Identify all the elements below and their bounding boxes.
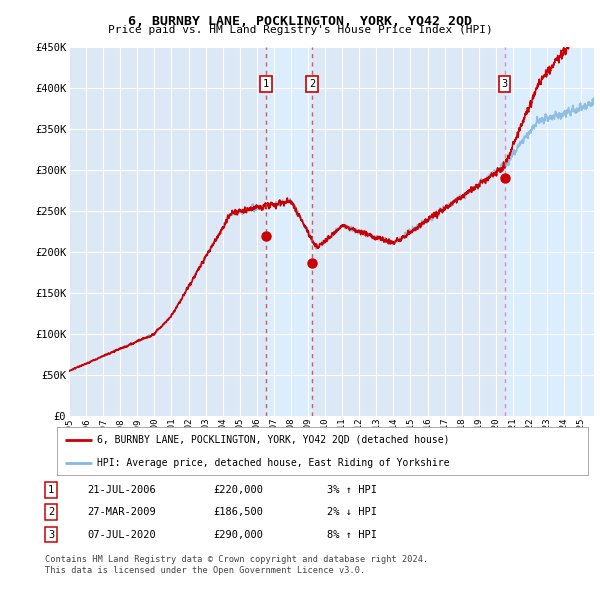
Text: 2% ↓ HPI: 2% ↓ HPI <box>327 507 377 517</box>
Text: Price paid vs. HM Land Registry's House Price Index (HPI): Price paid vs. HM Land Registry's House … <box>107 25 493 35</box>
Text: 27-MAR-2009: 27-MAR-2009 <box>87 507 156 517</box>
Text: 1: 1 <box>263 79 269 89</box>
Text: 07-JUL-2020: 07-JUL-2020 <box>87 530 156 539</box>
Text: 3% ↑ HPI: 3% ↑ HPI <box>327 485 377 494</box>
Text: £186,500: £186,500 <box>213 507 263 517</box>
Text: 3: 3 <box>502 79 508 89</box>
Text: 6, BURNBY LANE, POCKLINGTON, YORK, YO42 2QD (detached house): 6, BURNBY LANE, POCKLINGTON, YORK, YO42 … <box>97 435 449 445</box>
Text: Contains HM Land Registry data © Crown copyright and database right 2024.: Contains HM Land Registry data © Crown c… <box>45 555 428 564</box>
Bar <box>505 47 594 416</box>
Text: 21-JUL-2006: 21-JUL-2006 <box>87 485 156 494</box>
Text: £290,000: £290,000 <box>213 530 263 539</box>
Text: 3: 3 <box>48 530 54 539</box>
Text: 8% ↑ HPI: 8% ↑ HPI <box>327 530 377 539</box>
Text: 1: 1 <box>48 485 54 494</box>
Bar <box>266 47 312 416</box>
Text: £220,000: £220,000 <box>213 485 263 494</box>
Text: 2: 2 <box>48 507 54 517</box>
Text: 6, BURNBY LANE, POCKLINGTON, YORK, YO42 2QD: 6, BURNBY LANE, POCKLINGTON, YORK, YO42 … <box>128 15 472 28</box>
Text: This data is licensed under the Open Government Licence v3.0.: This data is licensed under the Open Gov… <box>45 566 365 575</box>
Text: 2: 2 <box>309 79 315 89</box>
Text: HPI: Average price, detached house, East Riding of Yorkshire: HPI: Average price, detached house, East… <box>97 458 449 468</box>
